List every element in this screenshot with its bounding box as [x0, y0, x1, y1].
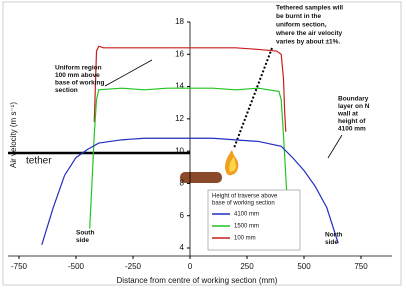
y-tick-label: 10	[175, 146, 184, 155]
y-tick-label: 8	[180, 179, 185, 188]
x-axis-title: Distance from centre of working section …	[117, 276, 278, 285]
annotation: 4100 mm	[338, 126, 366, 133]
annotation: layer on N	[338, 103, 370, 110]
y-tick-label: 6	[180, 211, 185, 220]
y-tick-label: 14	[175, 82, 184, 91]
x-tick-label: 0	[188, 262, 193, 271]
y-tick-label: 12	[175, 114, 184, 123]
x-tick-label: -500	[68, 262, 85, 271]
annotation: South	[76, 230, 94, 237]
annotation: North	[325, 232, 342, 239]
legend-title: Height of traverse above	[212, 194, 278, 200]
x-tick-label: 500	[297, 262, 311, 271]
y-axis-title: Air velocity (m s⁻¹)	[9, 102, 18, 168]
x-tick-label: -750	[11, 262, 28, 271]
y-tick-label: 16	[175, 49, 184, 58]
annotation: wall at	[337, 111, 359, 118]
annotation: varies by about ±1%.	[276, 39, 340, 46]
chart: Distance from centre of working section …	[0, 0, 406, 288]
annotation: section	[55, 87, 78, 94]
x-tick-label: 250	[240, 262, 254, 271]
annotation: 100 mm above	[55, 72, 100, 79]
frame	[3, 2, 401, 285]
legend-title: base of working section	[212, 201, 275, 207]
annotation: Uniform region	[55, 65, 102, 72]
y-tick-label: 18	[175, 17, 184, 26]
y-tick-label: 4	[180, 243, 185, 252]
annotation: tether	[26, 156, 52, 167]
legend-label: 1500 mm	[234, 224, 259, 230]
x-tick-label: -250	[125, 262, 142, 271]
x-tick-label: 750	[354, 262, 368, 271]
annotation: Tethered samples will	[276, 5, 343, 12]
annotation: where the air velocity	[275, 30, 342, 37]
annotation: uniform section,	[276, 22, 327, 29]
annotation: height of	[338, 118, 366, 125]
legend-label: 4100 mm	[234, 212, 259, 218]
annotation: side	[325, 239, 338, 246]
sample-cylinder	[180, 172, 222, 183]
annotation: Boundary	[338, 96, 369, 103]
legend-label: 100 mm	[234, 236, 256, 242]
annotation: side	[76, 237, 89, 244]
annotation: base of working	[55, 80, 105, 87]
annotation: be burnt in the	[276, 13, 322, 20]
